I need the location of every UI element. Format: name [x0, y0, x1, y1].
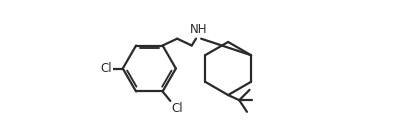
Text: Cl: Cl: [171, 102, 183, 115]
Text: Cl: Cl: [100, 62, 112, 75]
Text: NH: NH: [190, 23, 207, 36]
